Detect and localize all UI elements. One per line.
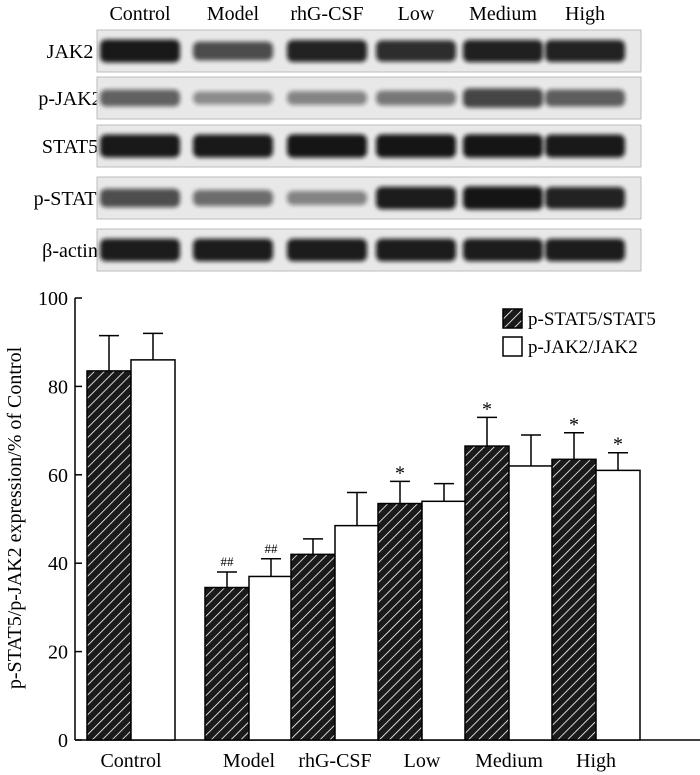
bar-p-jak2-control <box>130 359 176 741</box>
blot-band <box>287 238 367 262</box>
blot-band <box>545 39 625 63</box>
y-axis-title: p-STAT5/p-JAK2 expression/% of Control <box>4 346 26 689</box>
bar-p-stat5-high <box>551 458 597 741</box>
blot-band <box>545 238 625 262</box>
bar-p-jak2-high <box>595 469 641 741</box>
legend: p-STAT5/STAT5 p-JAK2/JAK2 <box>502 308 656 358</box>
blot-band <box>463 134 543 158</box>
western-blot-panel: Control Model rhG-CSF Low Medium High JAK2 p-JA… <box>34 3 642 272</box>
blot-band <box>376 134 456 158</box>
blot-band <box>545 89 625 107</box>
y-tick-label: 60 <box>48 465 68 487</box>
legend-swatch <box>502 308 523 329</box>
blot-strip <box>96 29 642 73</box>
blot-band <box>100 39 180 63</box>
blot-band <box>463 186 543 210</box>
bar-p-jak2-model <box>248 575 294 741</box>
x-tick-label: rhG-CSF <box>298 750 371 772</box>
blot-row-label: p-STAT5 <box>34 188 107 210</box>
bar-chart-panel: 0 20 40 60 80 100 Control Model ## ## rhG-CSF Low * M… <box>38 288 700 772</box>
blot-band <box>376 238 456 262</box>
blot-band <box>193 41 273 61</box>
x-tick-label: High <box>576 750 616 772</box>
bar-p-jak2-rhg-csf <box>334 524 380 741</box>
blot-band <box>376 40 456 62</box>
blot-band <box>100 238 180 262</box>
y-tick-label: 40 <box>48 553 68 575</box>
blot-band <box>287 91 367 105</box>
bar-p-stat5-medium <box>464 445 510 741</box>
x-tick-label: Control <box>100 750 162 772</box>
bar-p-stat5-low <box>377 502 423 741</box>
blot-band <box>100 188 180 208</box>
lane-label-high: High <box>565 3 605 25</box>
blot-band <box>463 88 543 108</box>
legend-label: p-STAT5/STAT5 <box>528 309 656 330</box>
bar-p-stat5-control <box>86 370 132 741</box>
blot-band <box>100 89 180 107</box>
blot-band <box>287 191 367 205</box>
lane-label-model: Model <box>207 3 260 25</box>
blot-strip <box>96 124 642 168</box>
lane-label-low: Low <box>398 3 435 25</box>
significance-marker: * <box>482 398 492 420</box>
blot-band <box>376 90 456 106</box>
blot-band <box>193 190 273 206</box>
x-tick-label: Low <box>404 750 441 772</box>
y-tick-label: 20 <box>48 642 68 664</box>
significance-marker: * <box>395 462 405 484</box>
blot-row-label: STAT5 <box>42 136 98 158</box>
significance-marker: ## <box>265 541 279 556</box>
blot-band <box>376 186 456 210</box>
blot-band <box>463 39 543 63</box>
blot-band <box>545 134 625 158</box>
y-tick-label: 80 <box>48 376 68 398</box>
blot-band <box>287 134 367 158</box>
bar-p-jak2-medium <box>508 465 554 741</box>
blot-row-label: JAK2 <box>47 41 94 63</box>
lane-label-control: Control <box>109 3 171 25</box>
x-tick-label: Medium <box>475 750 543 772</box>
significance-marker: * <box>613 434 623 456</box>
lane-label-rhg-csf: rhG-CSF <box>290 3 363 25</box>
bar-p-stat5-model <box>204 586 250 741</box>
legend-swatch <box>502 336 523 357</box>
blot-band <box>463 238 543 262</box>
blot-band <box>193 238 273 262</box>
significance-marker: * <box>569 414 579 436</box>
y-tick-label: 0 <box>58 730 68 752</box>
y-tick-label: 100 <box>38 288 68 310</box>
blot-band <box>545 186 625 210</box>
blot-band <box>193 134 273 158</box>
blot-strip <box>96 176 642 220</box>
significance-marker: ## <box>221 554 235 569</box>
blot-strip <box>96 228 642 272</box>
blot-band <box>287 39 367 63</box>
bar-p-stat5-rhg-csf <box>290 553 336 741</box>
blot-strip <box>96 76 642 120</box>
lane-label-medium: Medium <box>469 3 537 25</box>
blot-row-label: β-actin <box>42 240 98 262</box>
bar-p-jak2-low <box>421 500 467 741</box>
blot-row-label: p-JAK2 <box>38 88 101 110</box>
blot-band <box>100 134 180 158</box>
x-tick-label: Model <box>223 750 276 772</box>
blot-band <box>193 91 273 105</box>
legend-label: p-JAK2/JAK2 <box>528 337 638 358</box>
